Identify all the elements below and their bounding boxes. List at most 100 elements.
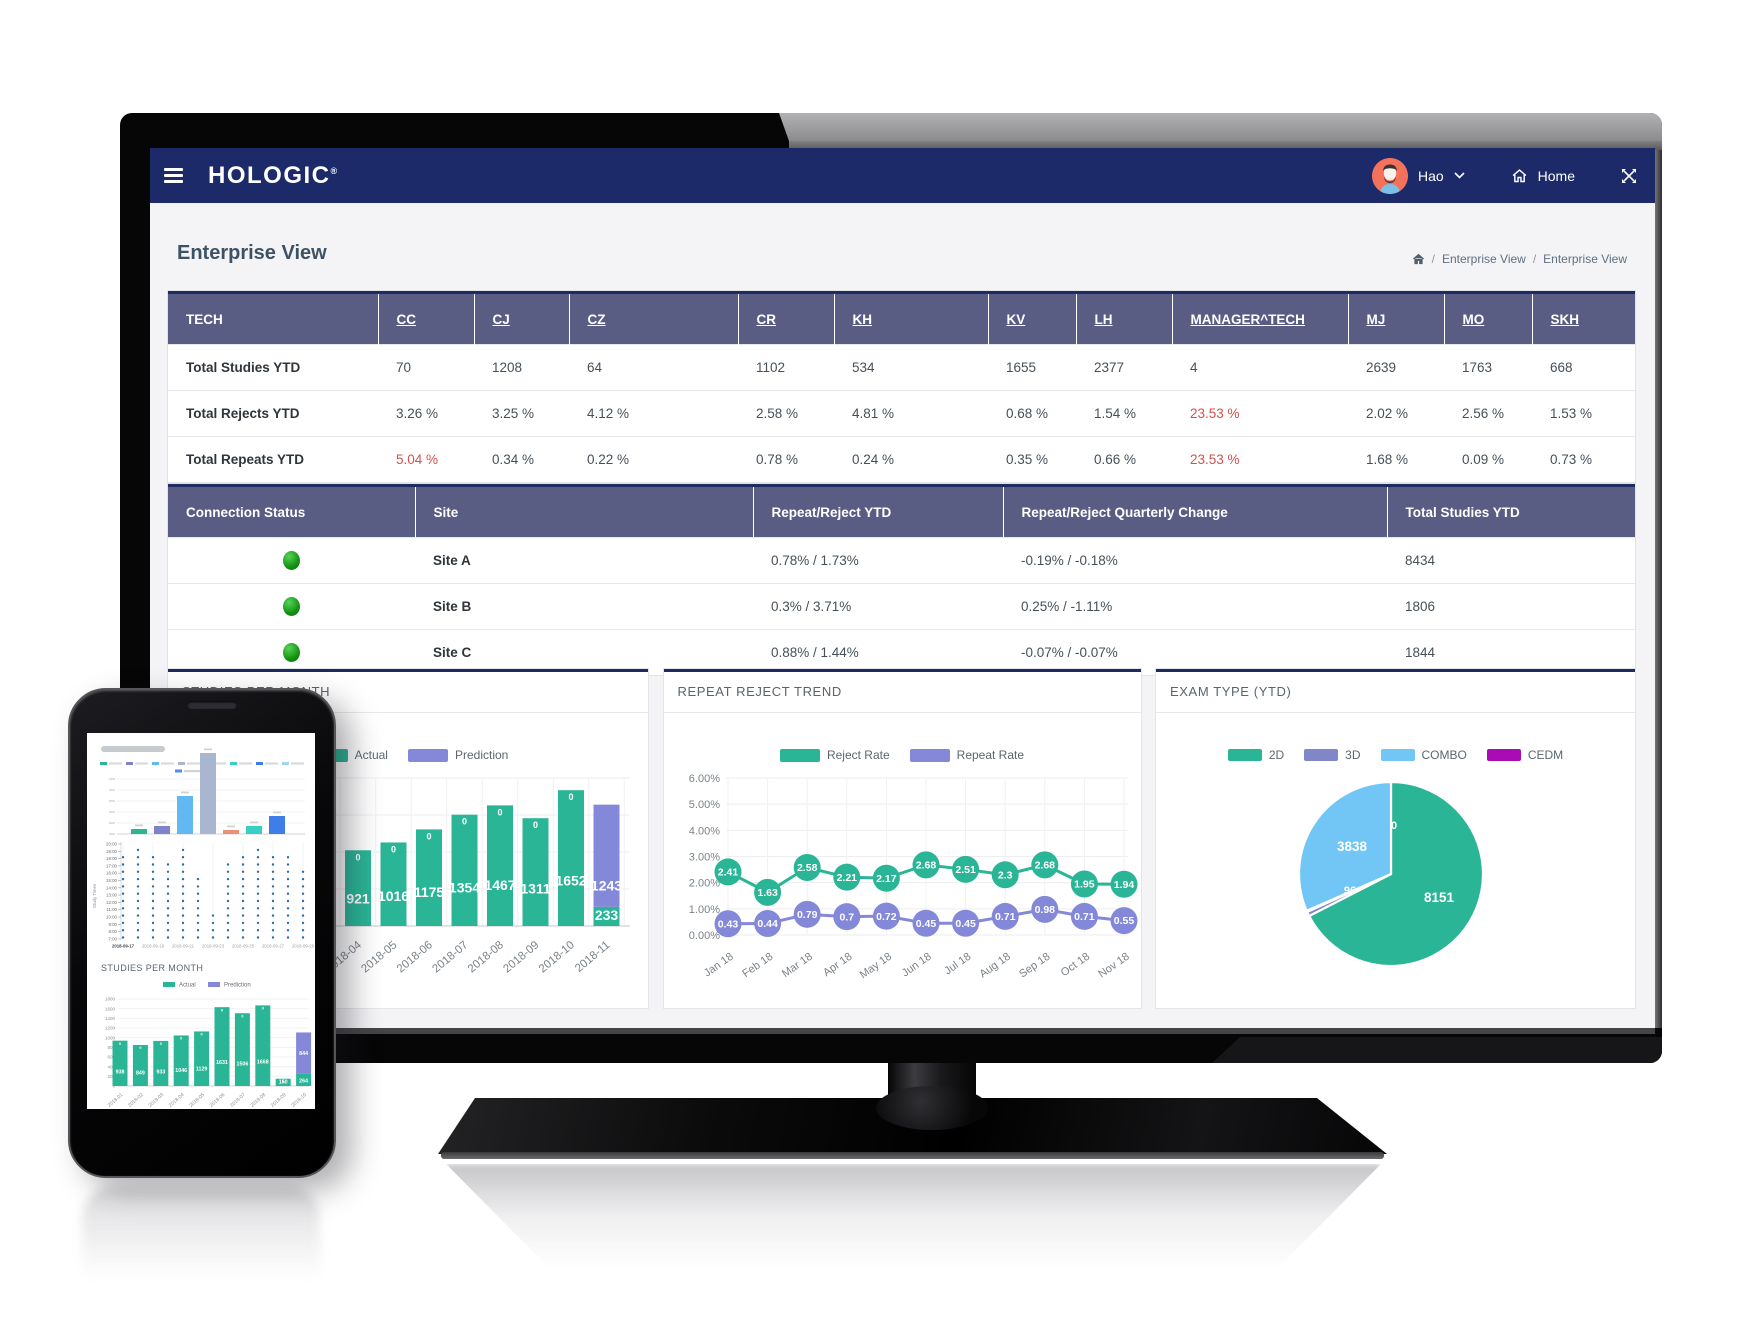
tech-column-link[interactable]: MJ [1366, 311, 1386, 327]
tech-column-link[interactable]: KH [852, 311, 873, 327]
svg-text:0.7: 0.7 [839, 911, 854, 923]
table-row[interactable]: Site B 0.3% / 3.71% 0.25% / -1.11% 1806 [168, 583, 1635, 630]
svg-text:11:00: 11:00 [106, 907, 117, 912]
tech-value-cell: 4.12 % [569, 390, 738, 437]
connection-status-cell [168, 583, 415, 630]
tech-column-link[interactable]: CR [756, 311, 777, 327]
table-row[interactable]: Site A 0.78% / 1.73% -0.19% / -0.18% 8434 [168, 537, 1635, 584]
exam-type-pie-chart: 8151 3838 96 0 [1297, 780, 1485, 968]
svg-text:400: 400 [107, 1064, 115, 1069]
svg-text:1631: 1631 [216, 1060, 228, 1066]
legend-studies: Actual Prediction [168, 748, 648, 762]
legend-label: 2D [1268, 748, 1285, 762]
svg-text:2018-08: 2018-08 [466, 939, 506, 975]
svg-text:2018-09: 2018-09 [270, 1092, 288, 1109]
tech-column-link[interactable]: MO [1462, 311, 1485, 327]
tech-column-header: CZ [569, 294, 739, 345]
svg-text:0: 0 [241, 1014, 243, 1018]
tech-value-cell: 2.56 % [1444, 390, 1532, 437]
hologic-logo[interactable]: HOLOGIC® [208, 161, 338, 189]
breadcrumb-item[interactable]: Enterprise View [1442, 252, 1526, 266]
tech-column-header: KV [988, 294, 1077, 345]
tech-column-link[interactable]: CZ [587, 311, 606, 327]
svg-text:200: 200 [107, 1074, 115, 1079]
expand-icon[interactable] [1621, 168, 1637, 184]
svg-text:16:00: 16:00 [106, 871, 118, 876]
tech-column-header: MO [1444, 294, 1533, 345]
tech-column-link[interactable]: CJ [492, 311, 510, 327]
svg-text:1046: 1046 [175, 1068, 187, 1074]
svg-text:1354: 1354 [449, 880, 480, 896]
svg-text:2.51: 2.51 [955, 864, 976, 876]
user-avatar[interactable] [1371, 157, 1408, 194]
menu-hamburger-icon[interactable] [164, 165, 186, 186]
svg-text:Mar 18: Mar 18 [779, 951, 814, 980]
svg-text:844: 844 [299, 1051, 308, 1057]
tech-column-link[interactable]: LH [1094, 311, 1113, 327]
svg-text:2018-09-23: 2018-09-23 [202, 944, 225, 949]
user-name[interactable]: Hao [1417, 167, 1444, 184]
tech-column-header: MANAGER^TECH [1172, 294, 1349, 345]
svg-text:2018-10: 2018-10 [537, 939, 577, 975]
phone-dashboard: Study Times 20:00 19:00 18:00 17:00 16:00 15:0… [92, 746, 315, 1109]
svg-text:12:00: 12:00 [106, 900, 118, 905]
tech-column-link[interactable]: SKH [1550, 311, 1580, 327]
svg-text:Actual: Actual [179, 983, 196, 989]
tech-column-header: LH [1076, 294, 1173, 345]
svg-text:2018-08: 2018-08 [249, 1092, 267, 1109]
repeat-reject-ytd-cell: 0.88% / 1.44% [753, 629, 1003, 675]
svg-text:STUDIES PER MONTH: STUDIES PER MONTH [101, 963, 203, 973]
bezel-glare-edge [789, 141, 1662, 150]
legend-item[interactable]: Repeat Rate [909, 748, 1024, 762]
tech-column-link[interactable]: MANAGER^TECH [1190, 311, 1305, 327]
status-connected-icon [283, 597, 300, 616]
svg-text:2018-02: 2018-02 [127, 1092, 145, 1109]
breadcrumb-home-icon[interactable] [1412, 253, 1425, 265]
tech-value-cell: 1655 [988, 344, 1076, 391]
svg-text:2018-09-17: 2018-09-17 [112, 944, 135, 949]
legend-label: Prediction [454, 748, 509, 762]
home-label[interactable]: Home [1537, 167, 1575, 184]
panel-exam-type: EXAM TYPE (YTD) 2D 3D COMBO CEDM 8151 3838 96… [1156, 669, 1635, 1008]
legend-item[interactable]: 2D [1227, 748, 1285, 762]
svg-text:2018-04: 2018-04 [168, 1092, 186, 1109]
svg-text:Oct 18: Oct 18 [1058, 951, 1091, 979]
svg-text:849: 849 [136, 1071, 145, 1077]
tech-value-cell: 4.81 % [834, 390, 988, 437]
svg-text:2.41: 2.41 [717, 867, 738, 879]
svg-text:2018-01: 2018-01 [107, 1092, 125, 1109]
connection-status-cell [168, 537, 415, 584]
chevron-down-icon[interactable] [1454, 172, 1465, 179]
tech-summary-table: TECH CC CJ CZ CR KH KV LH MANAGER^TECH MJ MO SKH Tot… [168, 294, 1635, 482]
svg-text:2018-05: 2018-05 [359, 939, 399, 975]
legend-item[interactable]: CEDM [1486, 748, 1563, 762]
tech-value-cell: 0.22 % [569, 436, 738, 482]
site-name-cell: Site A [415, 537, 753, 584]
legend-item[interactable]: COMBO [1380, 748, 1467, 762]
svg-text:2.17: 2.17 [876, 873, 897, 885]
svg-text:2018-07: 2018-07 [229, 1092, 247, 1109]
tech-column-link[interactable]: KV [1006, 311, 1026, 327]
home-icon[interactable] [1511, 168, 1528, 184]
bezel-right-sheen [1655, 150, 1662, 1028]
tech-value-cell: 2377 [1076, 344, 1172, 391]
svg-text:264: 264 [299, 1078, 308, 1084]
tech-column-header: SKH [1532, 294, 1635, 345]
svg-text:0.98: 0.98 [1034, 904, 1055, 916]
svg-text:0.45: 0.45 [915, 918, 936, 930]
svg-text:0: 0 [262, 1007, 264, 1011]
svg-text:Feb 18: Feb 18 [740, 951, 775, 980]
tech-column-link[interactable]: CC [396, 311, 417, 327]
legend-item[interactable]: 3D [1304, 748, 1361, 762]
svg-text:2018-09-27: 2018-09-27 [262, 944, 285, 949]
table-row[interactable]: Site C 0.88% / 1.44% -0.07% / -0.07% 1844 [168, 629, 1635, 675]
svg-text:2018-07: 2018-07 [430, 939, 470, 975]
svg-text:Apr 18: Apr 18 [821, 951, 854, 979]
total-studies-cell: 1844 [1387, 629, 1635, 675]
repeat-reject-trend-chart: 6.00% 5.00% 4.00% 3.00% 2.00% 1.00% 0.00% 2.41 1… [688, 773, 1137, 981]
legend-item[interactable]: Reject Rate [779, 748, 890, 762]
legend-item[interactable]: Prediction [407, 748, 509, 762]
svg-text:1506: 1506 [237, 1062, 249, 1068]
bezel-corner-streak [1212, 1037, 1662, 1063]
svg-text:2018-09-25: 2018-09-25 [232, 944, 255, 949]
